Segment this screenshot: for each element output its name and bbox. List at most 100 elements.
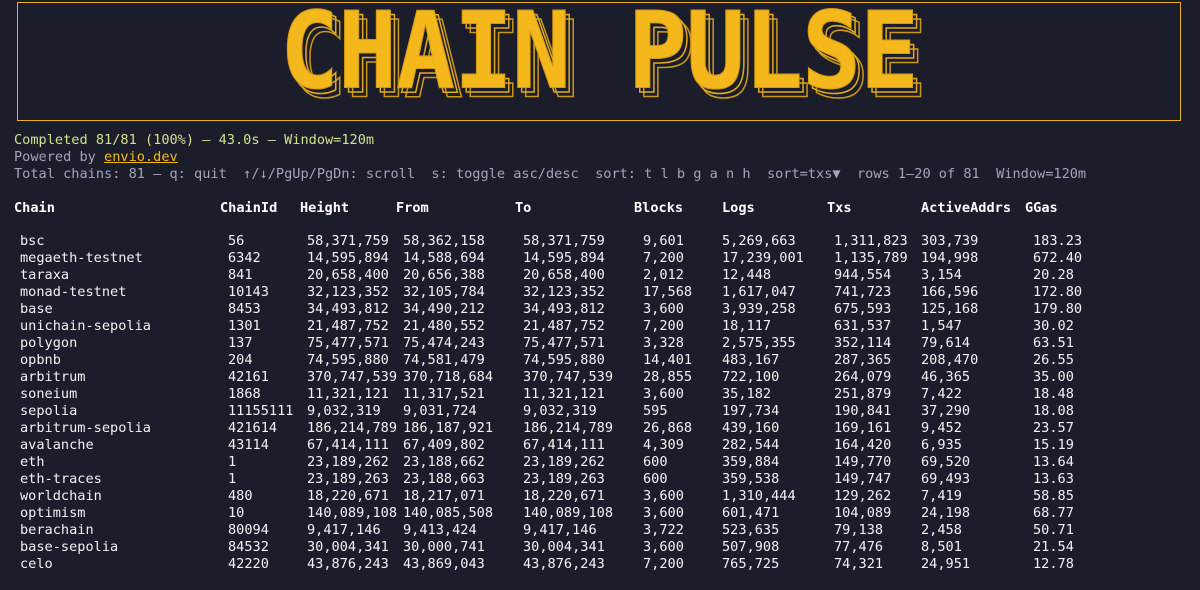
table-row: megaeth-testnet 6342 14,595,894 14,588,694 1… — [0, 250, 1200, 267]
cell-logs: 17,239,001 — [722, 250, 804, 266]
cell-logs: 507,908 — [722, 539, 780, 555]
cell-height: 74,595,880 — [307, 352, 389, 368]
column-header-chain: Chain — [14, 200, 55, 216]
table-row: bsc 56 58,371,759 58,362,158 58,371,759 9,601… — [0, 233, 1200, 250]
cell-blocks: 3,722 — [643, 522, 684, 538]
cell-chain-id: 1 — [228, 471, 237, 487]
cell-ggas: 68.77 — [1033, 505, 1074, 521]
cell-to: 43,876,243 — [523, 556, 605, 572]
cell-active-addrs: 125,168 — [921, 301, 979, 317]
cell-height: 21,487,752 — [307, 318, 389, 334]
cell-chain: eth-traces — [20, 471, 102, 487]
column-header-txs: Txs — [827, 200, 852, 216]
cell-logs: 35,182 — [722, 386, 772, 402]
cell-blocks: 3,328 — [643, 335, 684, 351]
table-row: soneium 1868 11,321,121 11,317,521 11,321,12… — [0, 386, 1200, 403]
cell-ggas: 183.23 — [1033, 233, 1083, 249]
cell-ggas: 21.54 — [1033, 539, 1074, 555]
cell-from: 9,031,724 — [403, 403, 477, 419]
cell-to: 186,214,789 — [523, 420, 614, 436]
table-row: eth-traces 1 23,189,263 23,188,663 23,189,26… — [0, 471, 1200, 488]
cell-from: 20,656,388 — [403, 267, 485, 283]
cell-blocks: 3,600 — [643, 539, 684, 555]
cell-height: 9,032,319 — [307, 403, 381, 419]
table-row: berachain 80094 9,417,146 9,413,424 9,417,14… — [0, 522, 1200, 539]
cell-txs: 149,770 — [834, 454, 892, 470]
logo-banner: CHAIN PULSE CHAIN PULSE CHAIN PULSE — [17, 0, 1181, 121]
cell-txs: 169,161 — [834, 420, 892, 436]
cell-blocks: 26,868 — [643, 420, 693, 436]
cell-chain-id: 841 — [228, 267, 253, 283]
cell-chain-id: 42161 — [228, 369, 269, 385]
cell-active-addrs: 24,198 — [921, 505, 971, 521]
cell-ggas: 15.19 — [1033, 437, 1074, 453]
table-row: sepolia 11155111 9,032,319 9,031,724 9,032,3… — [0, 403, 1200, 420]
cell-chain: megaeth-testnet — [20, 250, 143, 266]
cell-blocks: 600 — [643, 454, 668, 470]
cell-active-addrs: 8,501 — [921, 539, 962, 555]
table-row: optimism 10 140,089,108 140,085,508 140,089,… — [0, 505, 1200, 522]
cell-logs: 282,544 — [722, 437, 780, 453]
cell-to: 14,595,894 — [523, 250, 605, 266]
cell-to: 34,493,812 — [523, 301, 605, 317]
cell-from: 74,581,479 — [403, 352, 485, 368]
column-header-chain-id: ChainId — [220, 200, 278, 216]
envio-link[interactable]: envio.dev — [104, 149, 178, 165]
cell-chain: avalanche — [20, 437, 94, 453]
keyboard-help: Total chains: 81 — q: quit ↑/↓/PgUp/PgDn… — [14, 166, 1087, 182]
column-header-logs: Logs — [722, 200, 755, 216]
cell-chain: polygon — [20, 335, 78, 351]
cell-from: 140,085,508 — [403, 505, 494, 521]
cell-txs: 129,262 — [834, 488, 892, 504]
cell-logs: 1,310,444 — [722, 488, 796, 504]
cell-logs: 3,939,258 — [722, 301, 796, 317]
column-header-ggas: GGas — [1025, 200, 1058, 216]
cell-chain: sepolia — [20, 403, 78, 419]
cell-chain-id: 56 — [228, 233, 245, 249]
cell-blocks: 3,600 — [643, 505, 684, 521]
cell-to: 23,189,262 — [523, 454, 605, 470]
cell-chain-id: 1301 — [228, 318, 261, 334]
cell-txs: 631,537 — [834, 318, 892, 334]
cell-from: 43,869,043 — [403, 556, 485, 572]
cell-to: 9,417,146 — [523, 522, 597, 538]
cell-active-addrs: 208,470 — [921, 352, 979, 368]
cell-blocks: 3,600 — [643, 488, 684, 504]
cell-chain-id: 84532 — [228, 539, 269, 555]
table-row: unichain-sepolia 1301 21,487,752 21,480,552… — [0, 318, 1200, 335]
cell-logs: 483,167 — [722, 352, 780, 368]
table-row: eth 1 23,189,262 23,188,662 23,189,262 600 359… — [0, 454, 1200, 471]
table-row: arbitrum-sepolia 421614 186,214,789 186,187… — [0, 420, 1200, 437]
cell-blocks: 17,568 — [643, 284, 693, 300]
cell-logs: 2,575,355 — [722, 335, 796, 351]
cell-active-addrs: 46,365 — [921, 369, 971, 385]
cell-active-addrs: 69,493 — [921, 471, 971, 487]
cell-txs: 77,476 — [834, 539, 884, 555]
cell-to: 30,004,341 — [523, 539, 605, 555]
chain-pulse-logo: CHAIN PULSE CHAIN PULSE CHAIN PULSE — [18, 0, 1180, 121]
cell-logs: 601,471 — [722, 505, 780, 521]
cell-txs: 352,114 — [834, 335, 892, 351]
column-header-from: From — [396, 200, 429, 216]
cell-active-addrs: 166,596 — [921, 284, 979, 300]
cell-active-addrs: 2,458 — [921, 522, 962, 538]
cell-ggas: 18.48 — [1033, 386, 1074, 402]
cell-height: 67,414,111 — [307, 437, 389, 453]
cell-ggas: 58.85 — [1033, 488, 1074, 504]
powered-by-label: Powered by — [14, 149, 105, 165]
table-row: polygon 137 75,477,571 75,474,243 75,477,571… — [0, 335, 1200, 352]
cell-logs: 722,100 — [722, 369, 780, 385]
cell-txs: 164,420 — [834, 437, 892, 453]
cell-active-addrs: 194,998 — [921, 250, 979, 266]
logo-shadow-inner: CHAIN PULSE — [283, 0, 924, 118]
cell-ggas: 23.57 — [1033, 420, 1074, 436]
cell-to: 20,658,400 — [523, 267, 605, 283]
cell-height: 9,417,146 — [307, 522, 381, 538]
cell-active-addrs: 69,520 — [921, 454, 971, 470]
column-header-blocks: Blocks — [634, 200, 684, 216]
column-header-active-addrs: ActiveAddrs — [921, 200, 1012, 216]
cell-ggas: 13.64 — [1033, 454, 1074, 470]
cell-logs: 359,538 — [722, 471, 780, 487]
table-row: taraxa 841 20,658,400 20,656,388 20,658,400 2… — [0, 267, 1200, 284]
cell-logs: 18,117 — [722, 318, 772, 334]
